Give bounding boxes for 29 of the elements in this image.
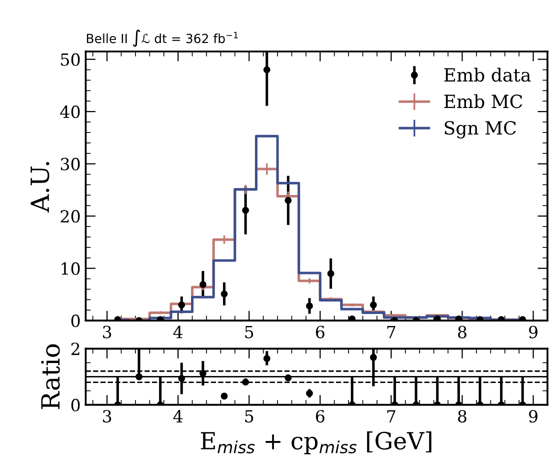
y-tick-label: 10 — [62, 262, 80, 275]
x-tick-label: 7 — [387, 326, 396, 338]
y-axis-title: Ratio — [41, 344, 60, 410]
y-tick-label: 0 — [71, 398, 80, 412]
x-tick-label: 7 — [387, 410, 396, 422]
legend-label: Emb data — [444, 68, 531, 82]
y-tick-label: 2 — [71, 342, 80, 355]
y-tick-label: 40 — [60, 106, 80, 118]
x-tick-label: 4 — [173, 410, 183, 422]
x-tick-label: 5 — [245, 410, 254, 423]
legend-label: Sgn MC — [444, 121, 516, 138]
y-tick-label: 0 — [71, 314, 80, 328]
x-tick-label: 3 — [102, 326, 112, 338]
legend-label: Emb MC — [444, 94, 522, 108]
y-tick-label: 50 — [61, 53, 80, 66]
x-tick-label: 9 — [529, 410, 538, 423]
x-tick-label: 3 — [102, 410, 112, 423]
x-tick-label: 8 — [458, 326, 466, 338]
x-axis-title: E$_{miss}$ + cp$_{miss}$ [GeV] — [200, 431, 432, 454]
x-tick-label: 9 — [529, 326, 538, 338]
chart-title: Belle II ∫ℒ dt = 362 fb$^{−1}$ — [86, 30, 238, 47]
x-tick-label: 6 — [316, 326, 324, 338]
y-tick-label: 30 — [60, 158, 80, 170]
x-tick-label: 6 — [316, 410, 324, 423]
x-tick-label: 5 — [245, 326, 254, 338]
y-tick-label: 20 — [60, 210, 80, 223]
x-tick-label: 4 — [173, 326, 183, 338]
y-axis-title: A.U. — [30, 162, 50, 213]
x-tick-label: 8 — [458, 410, 466, 423]
